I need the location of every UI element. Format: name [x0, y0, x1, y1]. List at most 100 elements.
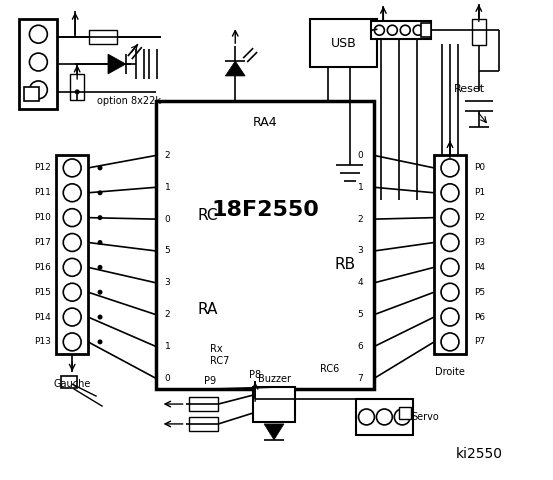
Bar: [156, 101, 374, 389]
Text: P14: P14: [34, 312, 51, 322]
Bar: [253, 387, 295, 422]
Text: Rx: Rx: [210, 344, 223, 354]
Circle shape: [97, 290, 102, 295]
Text: RC: RC: [197, 208, 218, 223]
Text: 7: 7: [358, 374, 363, 383]
Bar: [61, 376, 77, 388]
Text: Droite: Droite: [435, 367, 465, 377]
Polygon shape: [225, 61, 245, 76]
Circle shape: [441, 283, 459, 301]
Text: P12: P12: [34, 163, 51, 172]
Text: P0: P0: [474, 163, 485, 172]
Circle shape: [441, 184, 459, 202]
Circle shape: [377, 409, 392, 425]
Circle shape: [387, 25, 397, 35]
Circle shape: [63, 159, 81, 177]
Circle shape: [63, 308, 81, 326]
Text: P1: P1: [474, 188, 485, 197]
Text: P5: P5: [474, 288, 485, 297]
Text: option 8x22k: option 8x22k: [97, 96, 161, 106]
Circle shape: [441, 159, 459, 177]
Bar: [189, 417, 218, 431]
Circle shape: [63, 209, 81, 227]
Bar: [434, 156, 466, 354]
Text: 2: 2: [165, 310, 170, 319]
Text: P6: P6: [474, 312, 485, 322]
Bar: [399, 407, 411, 419]
Circle shape: [63, 234, 81, 252]
Circle shape: [413, 25, 423, 35]
Bar: [372, 21, 431, 39]
Circle shape: [394, 409, 410, 425]
Bar: [24, 87, 39, 101]
Text: P10: P10: [34, 213, 51, 222]
Circle shape: [97, 190, 102, 195]
Text: 3: 3: [358, 246, 363, 255]
Text: 1: 1: [165, 183, 170, 192]
Text: Servo: Servo: [411, 412, 439, 422]
Circle shape: [63, 333, 81, 351]
Circle shape: [441, 308, 459, 326]
Bar: [421, 23, 431, 37]
Circle shape: [97, 314, 102, 320]
Text: P15: P15: [34, 288, 51, 297]
Bar: [56, 156, 88, 354]
Circle shape: [97, 265, 102, 270]
Text: P7: P7: [474, 337, 485, 347]
Text: Gauche: Gauche: [54, 379, 91, 389]
Text: P9: P9: [204, 376, 216, 386]
Text: P4: P4: [474, 263, 485, 272]
Text: 2: 2: [358, 215, 363, 224]
Text: 4: 4: [358, 278, 363, 287]
Circle shape: [441, 234, 459, 252]
Text: P8: P8: [249, 370, 261, 380]
Text: 0: 0: [165, 215, 170, 224]
Text: Buzzer: Buzzer: [258, 374, 290, 384]
Circle shape: [97, 339, 102, 344]
Bar: [89, 30, 117, 44]
Bar: [70, 74, 84, 100]
Circle shape: [97, 240, 102, 245]
Text: 1: 1: [165, 342, 170, 351]
Text: 0: 0: [358, 151, 363, 160]
Bar: [356, 399, 413, 435]
Circle shape: [75, 89, 80, 95]
Text: RC6: RC6: [320, 364, 340, 374]
Text: P2: P2: [474, 213, 485, 222]
Text: RA: RA: [197, 302, 217, 317]
Circle shape: [29, 25, 48, 43]
Text: 0: 0: [165, 374, 170, 383]
Text: P16: P16: [34, 263, 51, 272]
Text: P3: P3: [474, 238, 485, 247]
Circle shape: [63, 258, 81, 276]
Bar: [472, 19, 486, 45]
Text: P11: P11: [34, 188, 51, 197]
Text: P13: P13: [34, 337, 51, 347]
Circle shape: [400, 25, 410, 35]
Text: 2: 2: [165, 151, 170, 160]
Text: RC7: RC7: [210, 356, 229, 366]
Circle shape: [441, 258, 459, 276]
Text: 3: 3: [165, 278, 170, 287]
Text: RB: RB: [334, 257, 355, 272]
Text: RA4: RA4: [253, 116, 278, 129]
Text: USB: USB: [331, 36, 357, 49]
Circle shape: [63, 184, 81, 202]
Text: ki2550: ki2550: [455, 447, 502, 461]
Polygon shape: [264, 424, 284, 440]
Text: Reset: Reset: [454, 84, 485, 94]
Circle shape: [63, 283, 81, 301]
Text: 5: 5: [165, 246, 170, 255]
Bar: [310, 19, 377, 67]
Text: 1: 1: [358, 183, 363, 192]
Circle shape: [97, 215, 102, 220]
Text: 18F2550: 18F2550: [211, 200, 319, 220]
Bar: [19, 19, 58, 109]
Polygon shape: [108, 54, 126, 74]
Circle shape: [29, 53, 48, 71]
Text: 5: 5: [358, 310, 363, 319]
Circle shape: [29, 81, 48, 99]
Text: 6: 6: [358, 342, 363, 351]
Bar: [189, 397, 218, 411]
Circle shape: [441, 333, 459, 351]
